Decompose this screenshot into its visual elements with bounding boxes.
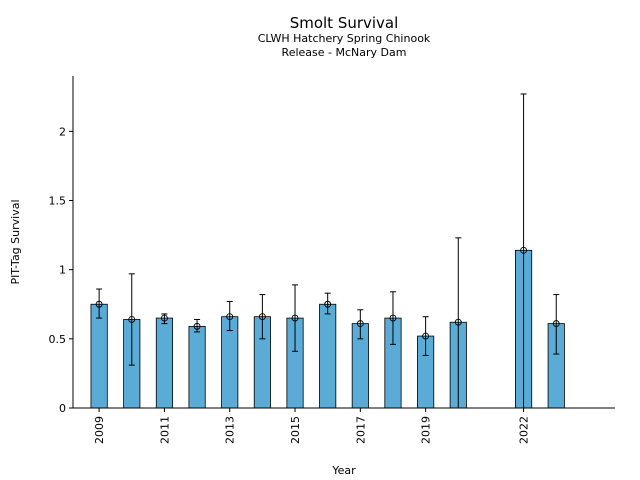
y-tick-label-1: 0.5 <box>49 333 67 346</box>
point-marker-2022 <box>520 246 528 254</box>
bars-group <box>90 249 565 409</box>
point-marker-2012 <box>193 322 201 330</box>
error-bars-group <box>96 93 560 409</box>
x-ticks-group: 2009 2011 2013 2015 2017 2019 2022 <box>93 408 531 444</box>
point-marker-2018 <box>389 314 397 322</box>
point-marker-2017 <box>356 320 364 328</box>
x-tick-label-4: 2017 <box>354 416 367 444</box>
point-marker-2011 <box>160 314 168 322</box>
point-marker-2020 <box>454 318 462 326</box>
chart-subtitle-line-2: Release - McNary Dam <box>282 46 407 59</box>
y-tick-label-2: 1 <box>59 264 66 277</box>
y-tick-label-4: 2 <box>59 125 66 138</box>
point-marker-2023 <box>552 320 560 328</box>
bar-2009 <box>90 303 108 409</box>
x-tick-label-2: 2013 <box>224 416 237 444</box>
point-markers-group <box>95 246 560 340</box>
bar-2011 <box>155 317 173 409</box>
x-tick-label-1: 2011 <box>158 416 171 444</box>
x-tick-label-5: 2019 <box>420 416 433 444</box>
point-marker-2019 <box>422 332 430 340</box>
x-tick-label-6: 2022 <box>518 416 531 444</box>
y-tick-label-0: 0 <box>59 402 66 415</box>
y-ticks-group: 0 0.5 1 1.5 2 <box>49 125 73 415</box>
x-tick-label-0: 2009 <box>93 416 106 444</box>
y-tick-label-3: 1.5 <box>49 195 67 208</box>
bar-2016 <box>319 303 337 409</box>
point-marker-2014 <box>258 313 266 321</box>
x-axis-label: Year <box>331 464 356 477</box>
point-marker-2010 <box>128 316 136 323</box>
point-marker-2013 <box>226 313 234 321</box>
point-marker-2009 <box>95 300 103 308</box>
x-tick-label-3: 2015 <box>289 416 302 444</box>
y-axis-label: PIT-Tag Survival <box>9 199 22 284</box>
chart-subtitle-line-1: CLWH Hatchery Spring Chinook <box>258 32 431 45</box>
point-marker-2016 <box>324 300 332 308</box>
point-marker-2015 <box>291 314 299 322</box>
chart-title: Smolt Survival <box>290 14 399 32</box>
bar-2012 <box>188 325 206 409</box>
